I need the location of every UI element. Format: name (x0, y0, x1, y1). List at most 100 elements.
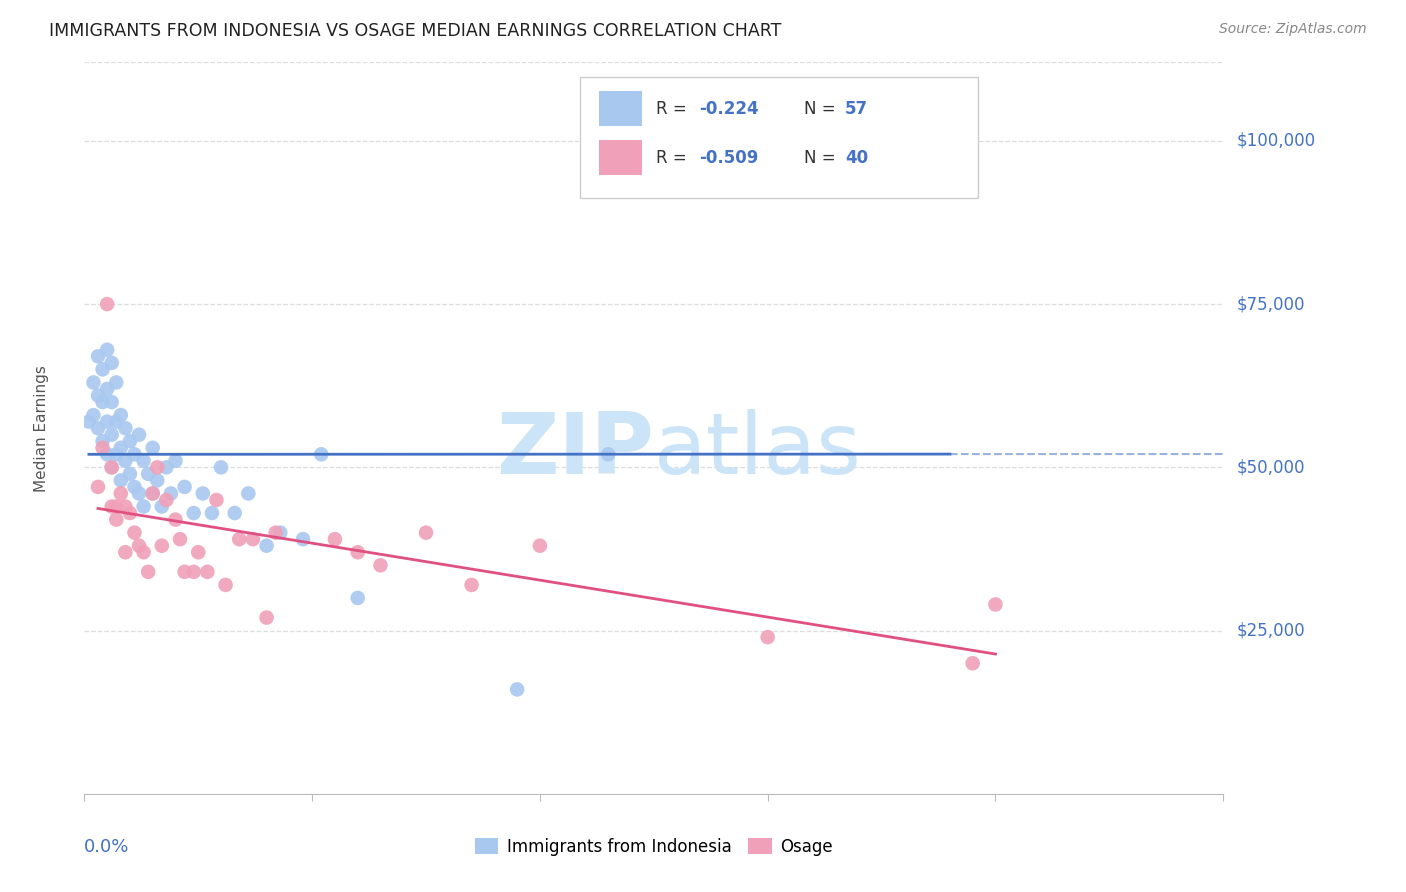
Point (132, 545, 155, 559)
Point (128, 539, 150, 553)
Point (110, 486, 132, 500)
Point (100, 356, 122, 370)
Text: 57: 57 (845, 100, 869, 118)
Point (142, 486, 165, 500)
Text: atlas: atlas (654, 409, 862, 491)
Text: $25,000: $25,000 (1237, 622, 1306, 640)
Bar (599, 91, 643, 126)
Point (984, 598, 1007, 612)
Point (87, 421, 110, 435)
Point (87, 388, 110, 402)
Point (370, 558, 392, 573)
Point (100, 427, 122, 442)
Point (118, 506, 141, 520)
Point (165, 512, 187, 526)
Point (105, 376, 128, 390)
Point (100, 500, 122, 514)
Point (173, 565, 195, 579)
Point (91, 362, 114, 376)
Point (110, 408, 132, 422)
Point (506, 682, 529, 697)
Point (238, 486, 260, 500)
Point (292, 532, 315, 546)
Point (173, 480, 195, 494)
Point (91, 395, 114, 409)
Point (118, 467, 141, 481)
Point (209, 460, 232, 475)
Point (136, 467, 159, 481)
Point (165, 454, 187, 468)
Point (224, 506, 246, 520)
Point (96, 415, 118, 429)
Point (87, 480, 110, 494)
Point (269, 525, 291, 540)
Point (529, 539, 551, 553)
Text: R =: R = (657, 100, 692, 118)
Point (214, 578, 236, 592)
Point (114, 454, 136, 468)
Point (132, 454, 155, 468)
Text: N =: N = (804, 100, 841, 118)
Text: Median Earnings: Median Earnings (34, 365, 49, 491)
Point (128, 427, 150, 442)
Point (110, 474, 132, 488)
Point (91, 441, 114, 455)
Point (100, 395, 122, 409)
Text: N =: N = (804, 149, 841, 167)
Point (346, 545, 368, 559)
Point (183, 506, 205, 520)
Point (124, 525, 146, 540)
Point (136, 565, 159, 579)
Point (323, 532, 346, 546)
Text: R =: R = (657, 149, 692, 167)
Point (118, 434, 141, 449)
Point (195, 565, 218, 579)
Point (415, 525, 437, 540)
Point (598, 447, 620, 461)
Point (96, 297, 118, 311)
Point (939, 179, 962, 194)
Text: IMMIGRANTS FROM INDONESIA VS OSAGE MEDIAN EARNINGS CORRELATION CHART: IMMIGRANTS FROM INDONESIA VS OSAGE MEDIA… (49, 22, 782, 40)
Point (110, 441, 132, 455)
Point (96, 343, 118, 357)
Point (242, 532, 264, 546)
Text: -0.509: -0.509 (699, 149, 759, 167)
Point (155, 493, 177, 508)
Point (256, 539, 278, 553)
Point (160, 486, 183, 500)
Point (82, 376, 104, 390)
Point (169, 532, 191, 546)
Point (128, 486, 150, 500)
Point (96, 447, 118, 461)
Point (100, 460, 122, 475)
Point (150, 539, 173, 553)
Point (962, 657, 984, 671)
Point (146, 474, 169, 488)
Text: Source: ZipAtlas.com: Source: ZipAtlas.com (1219, 22, 1367, 37)
Point (205, 493, 228, 508)
Point (105, 447, 128, 461)
Point (87, 349, 110, 363)
Point (142, 486, 165, 500)
Text: 0.0%: 0.0% (84, 838, 129, 855)
Text: -0.224: -0.224 (699, 100, 759, 118)
Point (124, 447, 146, 461)
Point (201, 506, 224, 520)
Point (264, 525, 287, 540)
Text: $50,000: $50,000 (1237, 458, 1305, 476)
Text: 40: 40 (845, 149, 869, 167)
Point (114, 545, 136, 559)
Point (187, 545, 209, 559)
Text: $100,000: $100,000 (1237, 132, 1316, 150)
Point (146, 460, 169, 475)
Point (105, 512, 128, 526)
Point (460, 578, 482, 592)
Point (142, 441, 165, 455)
Point (183, 565, 205, 579)
Text: ZIP: ZIP (496, 409, 654, 491)
Text: $75,000: $75,000 (1237, 295, 1305, 313)
Point (309, 447, 332, 461)
FancyBboxPatch shape (579, 77, 979, 198)
Point (82, 408, 104, 422)
Point (105, 500, 128, 514)
